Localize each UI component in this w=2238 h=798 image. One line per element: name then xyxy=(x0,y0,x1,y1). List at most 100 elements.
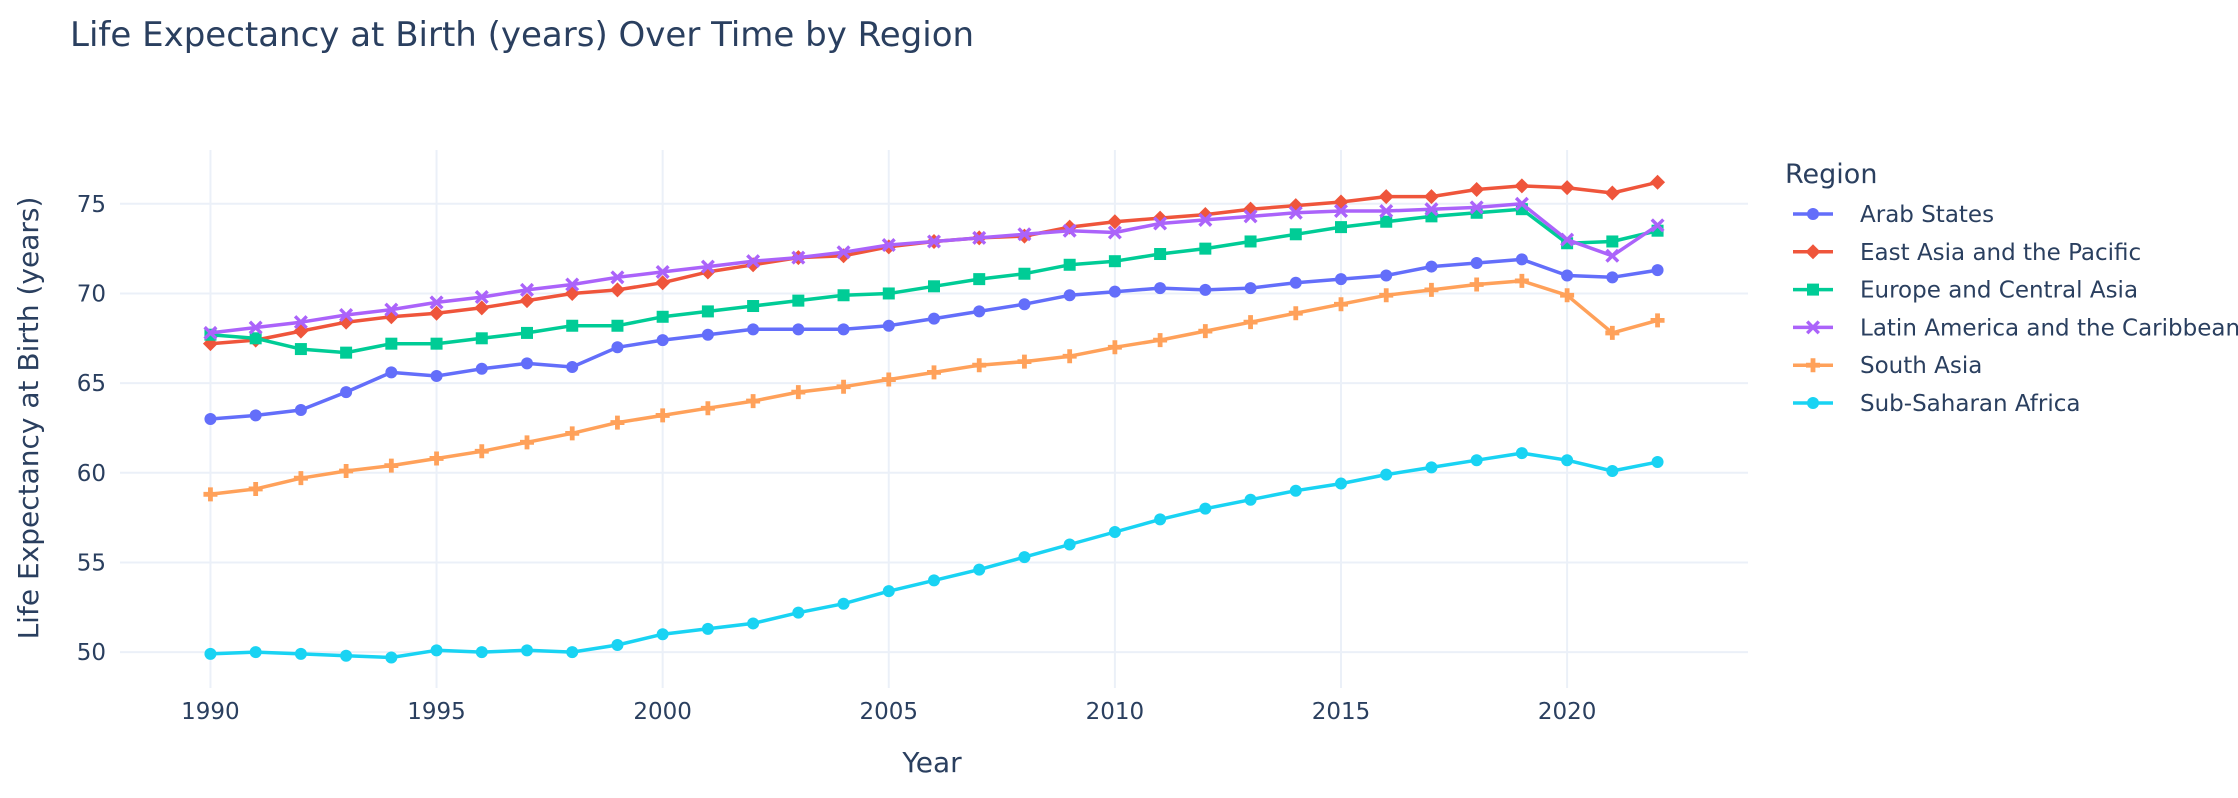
series-arab-states xyxy=(204,253,1664,425)
data-point xyxy=(1651,456,1664,469)
data-point xyxy=(836,245,851,260)
data-point xyxy=(1380,468,1393,481)
data-point xyxy=(1107,214,1123,230)
data-point xyxy=(747,300,760,313)
data-point xyxy=(474,290,489,305)
data-point xyxy=(249,332,262,345)
data-point xyxy=(1604,185,1620,201)
data-point xyxy=(1018,267,1031,280)
data-point xyxy=(340,386,353,399)
data-point xyxy=(1559,180,1575,196)
series-line-sub-saharan-africa xyxy=(210,451,1658,660)
series-sub-saharan-africa xyxy=(204,447,1664,664)
data-point xyxy=(746,254,761,269)
data-point xyxy=(837,323,850,336)
legend-item-latin-america-and-the-caribbean: Latin America and the Caribbean xyxy=(1793,315,2238,341)
legend-marker xyxy=(1807,397,1819,409)
data-point xyxy=(746,394,761,409)
data-point xyxy=(204,413,217,425)
legend-item-arab-states: Arab States xyxy=(1793,202,1994,228)
data-point xyxy=(610,415,625,430)
data-point xyxy=(474,300,490,316)
y-axis-title: Life Expectancy at Birth (years) xyxy=(12,197,45,640)
data-point xyxy=(972,230,987,245)
data-point xyxy=(1198,212,1213,227)
chart-title: Life Expectancy at Birth (years) Over Ti… xyxy=(70,15,974,55)
data-point xyxy=(385,651,398,664)
data-point xyxy=(836,379,851,394)
data-point xyxy=(655,264,670,279)
data-point xyxy=(1605,248,1620,263)
data-point xyxy=(1244,282,1257,295)
data-point xyxy=(1108,285,1121,298)
data-point xyxy=(1063,258,1076,271)
legend-label: South Asia xyxy=(1860,353,1982,379)
data-point xyxy=(1424,202,1439,217)
data-point xyxy=(1199,283,1212,296)
data-point xyxy=(520,282,534,297)
data-point xyxy=(430,337,443,350)
data-point xyxy=(203,487,218,502)
data-point xyxy=(1650,174,1666,190)
data-point xyxy=(655,275,671,291)
data-point xyxy=(248,320,263,335)
legend-label: Europe and Central Asia xyxy=(1860,278,2138,304)
data-point xyxy=(656,334,669,347)
data-point xyxy=(1469,181,1485,197)
data-point xyxy=(791,385,806,400)
legend-label: Sub-Saharan Africa xyxy=(1860,391,2080,417)
data-point xyxy=(837,597,850,610)
data-point xyxy=(566,360,579,373)
data-point xyxy=(204,647,217,660)
data-point xyxy=(1424,282,1439,297)
data-point xyxy=(927,234,941,249)
data-point xyxy=(203,325,218,340)
data-point xyxy=(520,435,534,450)
data-point xyxy=(429,451,444,466)
data-point xyxy=(1514,178,1530,194)
x-tick-label: 1995 xyxy=(407,699,466,725)
data-point xyxy=(248,481,263,496)
data-point xyxy=(1560,232,1575,247)
series-east-asia-and-the-pacific xyxy=(202,174,1666,352)
data-point xyxy=(611,319,624,332)
data-point xyxy=(565,426,580,441)
data-point xyxy=(700,259,715,274)
data-point xyxy=(293,315,308,330)
x-tick-label: 2000 xyxy=(633,699,692,725)
data-point xyxy=(882,319,895,332)
data-point xyxy=(973,563,986,576)
data-point xyxy=(928,574,940,587)
data-point xyxy=(429,295,444,310)
data-point xyxy=(293,471,308,486)
legend-marker xyxy=(1805,244,1821,260)
series-europe-and-central-asia xyxy=(204,203,1664,359)
data-point xyxy=(1560,288,1575,303)
data-point xyxy=(1288,205,1303,220)
data-point xyxy=(385,337,398,350)
legend-marker xyxy=(1806,358,1820,373)
data-point xyxy=(430,644,443,657)
data-point xyxy=(475,332,488,345)
data-point xyxy=(340,649,353,662)
data-point xyxy=(1198,324,1213,339)
data-point xyxy=(1651,264,1664,277)
data-point xyxy=(701,622,714,635)
data-point xyxy=(1108,255,1121,268)
legend-marker xyxy=(1807,283,1819,296)
y-tick-label: 65 xyxy=(77,371,106,397)
data-point xyxy=(249,409,262,422)
data-point xyxy=(972,358,987,373)
y-tick-label: 55 xyxy=(77,550,106,576)
series-south-asia xyxy=(203,273,1665,502)
legend-item-europe-and-central-asia: Europe and Central Asia xyxy=(1793,278,2138,304)
y-axis-ticks: 50 55 60 65 70 75 xyxy=(77,192,106,666)
data-point xyxy=(1334,297,1348,312)
data-point xyxy=(1380,269,1393,282)
data-point xyxy=(927,365,941,380)
plot-area xyxy=(202,174,1666,664)
y-tick-label: 70 xyxy=(77,281,106,307)
data-point xyxy=(339,307,354,322)
data-point xyxy=(882,287,895,300)
